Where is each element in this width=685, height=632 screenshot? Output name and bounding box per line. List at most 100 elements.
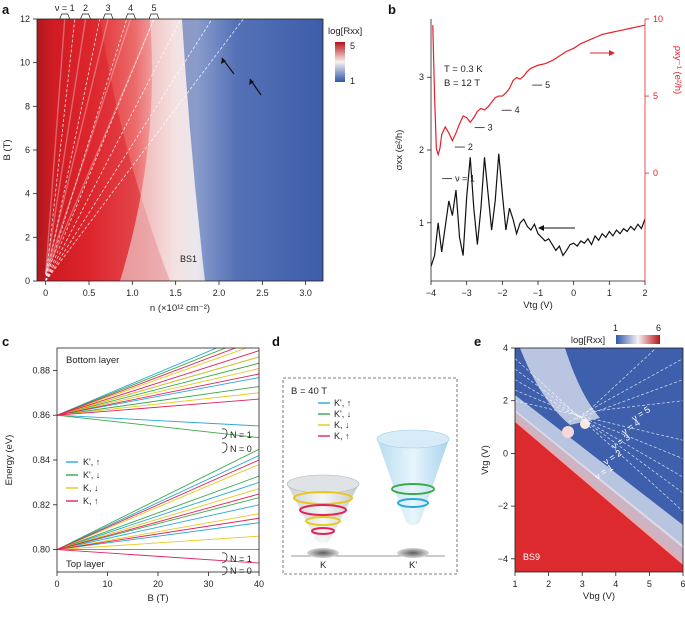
panel-d-cone-kprime-rim — [376, 429, 450, 449]
panel-d-schematic: B = 40 T K', ↑K', ↓K, ↓K, ↑ K K' — [282, 377, 458, 575]
panel-c-top-layer: Top layer — [66, 559, 105, 570]
panel-e-hotspot-2 — [580, 419, 590, 429]
panel-a-cbar-min: 1 — [350, 76, 355, 86]
panel-c-legend-label: K, ↓ — [83, 483, 99, 493]
panel-c-ytick-label: 0.82 — [32, 500, 50, 510]
panel-e-fan-line — [575, 379, 683, 420]
panel-b-arrowhead-left — [538, 225, 544, 231]
panel-e-transition-band — [515, 410, 683, 565]
panel-label-b: b — [388, 2, 396, 17]
panel-b-xtick-label: −4 — [426, 288, 436, 298]
panel-c-xtick-label: 10 — [102, 579, 112, 589]
panel-a-ytick-label: 2 — [25, 232, 30, 242]
panel-d-valley-kprime: K' — [409, 560, 417, 571]
panel-c-level-line — [57, 455, 259, 551]
panel-c-level-line — [57, 348, 248, 416]
panel-a-ylabel: B (T) — [2, 139, 13, 160]
panel-b-nu-label: 3 — [488, 123, 493, 133]
panel-a-axes: 0 0.5 1.0 1.5 2.0 2.5 3.0 0 2 4 6 8 10 12 — [20, 14, 312, 298]
panel-b-ylabel-right: ρxy⁻¹ (e²/h) — [672, 46, 683, 94]
panel-e-fan-line — [581, 348, 657, 417]
panel-c-level-line — [57, 373, 259, 416]
panel-c-xtick-label: 20 — [153, 579, 163, 589]
panel-c-level-line — [57, 535, 259, 551]
panel-e-fan-line — [592, 400, 683, 412]
panel-a-fan-line — [45, 19, 182, 281]
panel-b-sigma-xx-line — [431, 153, 645, 267]
panel-b-nu-label: 4 — [515, 105, 520, 115]
panel-b-xtick-label: −3 — [462, 288, 472, 298]
panel-e-xtick-label: 1 — [512, 579, 517, 589]
panel-a-nu-bracket — [102, 13, 114, 20]
panel-c-level-line — [57, 488, 259, 551]
panel-c-level-line — [57, 398, 259, 416]
panel-a-nu-label: 5 — [151, 3, 156, 13]
panel-c-bottom-layer: Bottom layer — [66, 355, 119, 366]
panel-c-bracket-3 — [221, 552, 228, 564]
panel-d-cone-k — [287, 484, 359, 543]
panel-c-n1-top: N = 1 — [230, 554, 252, 564]
panel-a-nu-bracket — [80, 13, 91, 20]
panel-c-level-line — [57, 348, 218, 416]
panel-a-ytick-label: 10 — [20, 58, 30, 68]
panel-b-rho-xy-line — [432, 24, 645, 157]
panel-e-white-band — [515, 395, 683, 548]
panel-a-nu-bracket — [125, 13, 136, 20]
panel-e-xtick-label: 6 — [680, 579, 685, 589]
panel-a-colorbar — [335, 42, 345, 82]
panel-label-d: d — [272, 334, 280, 349]
panel-b-xlabel: Vtg (V) — [523, 300, 553, 311]
panel-c-level-line — [57, 368, 259, 416]
panel-c-legend-label: K', ↓ — [83, 470, 100, 480]
panel-a-nu-labels: ν = 1 2 3 4 5 — [55, 3, 160, 20]
panel-c-level-line — [57, 464, 259, 551]
panel-a-white-band — [120, 19, 205, 281]
panel-e-ytick-label: 0 — [503, 448, 508, 458]
panel-e-xlabel: Vbg (V) — [583, 591, 615, 602]
panel-c-level-line — [57, 348, 237, 416]
panel-d-legend-label: K, ↓ — [334, 420, 350, 430]
panel-a-fan-line — [45, 19, 76, 281]
panel-c-level-line — [57, 356, 259, 416]
panel-a-blue-region — [182, 19, 323, 281]
panel-b-ytick-left-label: 2 — [419, 145, 424, 155]
panel-a-xtick-label: 3.0 — [299, 288, 312, 298]
panel-c-level-line — [57, 481, 259, 551]
panel-e-colorbar — [616, 335, 660, 344]
panel-c-level-line — [57, 459, 259, 551]
panel-a-fan-line — [45, 19, 128, 281]
panel-c-xtick-label: 30 — [203, 579, 213, 589]
panel-c-ylabel: Energy (eV) — [4, 435, 15, 486]
panel-a-nu-label: 2 — [83, 3, 88, 13]
panel-c-level-line — [57, 448, 259, 551]
panel-b-ytick-left-label: 3 — [419, 72, 424, 82]
panel-c-legend-label: K, ↑ — [83, 496, 99, 506]
panel-a-fan-line — [45, 19, 101, 281]
panel-e-fan-line — [515, 379, 683, 478]
panel-a-fan-line — [45, 19, 213, 281]
panel-e-xtick-label: 4 — [613, 579, 618, 589]
panel-d-legend-label: K', ↑ — [334, 398, 351, 408]
panel-d-field: B = 40 T — [291, 386, 327, 397]
panel-a-arrowhead-1 — [221, 58, 226, 64]
panel-c-legend: K', ↑ K', ↓ K, ↓ K, ↑ — [66, 457, 100, 506]
panel-a-ytick-label: 0 — [25, 276, 30, 286]
panel-c-ytick-label: 0.86 — [32, 410, 50, 420]
panel-c-level-line — [57, 497, 259, 551]
panel-a-xtick-label: 2.0 — [213, 288, 226, 298]
panel-d-legend: K', ↑K', ↓K, ↓K, ↑ — [318, 398, 351, 441]
panel-b-ytick-right-label: 0 — [653, 168, 658, 178]
panel-d-cone-kprime — [377, 439, 449, 525]
panel-d-kprime-level-1 — [391, 483, 435, 495]
panel-b-nu-label: ν = 1 — [455, 174, 475, 184]
panel-a-fan-line — [45, 19, 155, 281]
panel-d-shadow-k — [307, 548, 339, 558]
panel-e-axes: 1 2 3 4 5 6 −4 −2 0 2 4 — [498, 343, 685, 589]
panel-b-nu-label: 2 — [468, 142, 473, 152]
panel-c-level-line — [57, 348, 227, 416]
panel-b-arrowhead-right — [609, 50, 615, 56]
panel-e-ylabel: Vtg (V) — [480, 445, 491, 475]
panel-c-ytick-label: 0.88 — [32, 365, 50, 375]
panel-c-level-line — [57, 392, 259, 416]
panel-label-e: e — [474, 334, 481, 349]
